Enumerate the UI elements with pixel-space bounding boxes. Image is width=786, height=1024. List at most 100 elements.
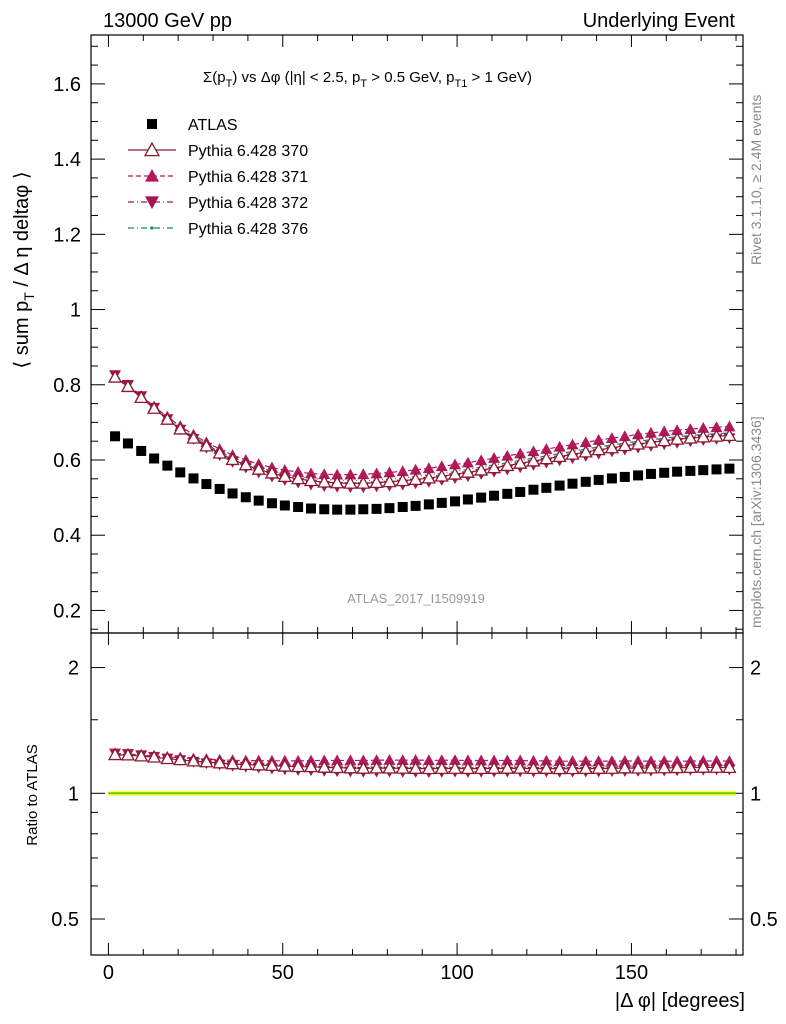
data-point [422, 462, 435, 474]
ratio-point [643, 760, 659, 774]
data-point [264, 465, 280, 479]
plot-title-c-sub: T1 [455, 78, 468, 90]
data-point [397, 502, 408, 513]
data-point [580, 476, 591, 487]
data-point [565, 447, 580, 460]
ratio-point [120, 747, 136, 761]
data-point [330, 475, 345, 489]
ratio-point [488, 754, 501, 766]
ratio-point [579, 755, 592, 766]
main-y-axis-label-a: ⟨ sum p [11, 301, 33, 369]
data-point [357, 468, 370, 480]
legend-marker [147, 119, 157, 129]
ratio-point [632, 754, 645, 766]
ratio-point [382, 760, 397, 774]
data-point [630, 436, 646, 450]
data-point [110, 431, 121, 442]
data-point [344, 468, 357, 480]
data-point [710, 421, 723, 433]
data-point [475, 454, 488, 466]
data-point [683, 430, 698, 444]
ratio-point [357, 754, 370, 766]
data-point [370, 467, 383, 479]
ratio-point [540, 754, 553, 766]
data-point [134, 390, 149, 404]
ratio-point [475, 754, 488, 766]
data-point [698, 465, 709, 476]
data-point [317, 474, 332, 488]
legend-label: Pythia 6.428 372 [188, 195, 308, 212]
data-point [685, 465, 696, 476]
data-point [578, 444, 593, 458]
ratio-point [514, 754, 527, 766]
data-point [240, 492, 251, 503]
data-point [266, 498, 277, 509]
data-point [618, 430, 631, 442]
data-point [567, 478, 578, 489]
plot-title-b-sub: T [360, 78, 367, 90]
legend-marker [143, 141, 161, 157]
data-point [251, 462, 266, 475]
data-point [669, 431, 685, 445]
ratio-point [225, 756, 240, 770]
data-point [527, 445, 540, 457]
ratio-point [539, 761, 554, 774]
ratio-point [722, 760, 737, 773]
main-y-axis-label-b: / Δ η deltaφ ⟩ [11, 171, 33, 292]
legend-marker [150, 226, 154, 230]
ratio-point [370, 754, 383, 766]
data-point [541, 482, 552, 493]
data-point [633, 470, 644, 481]
data-point [188, 473, 199, 484]
ratio-point [527, 754, 540, 766]
data-point [277, 469, 292, 482]
plot-title-a-sub: T [226, 78, 233, 90]
data-point [319, 504, 330, 515]
ratio-y-tick-label: 1 [68, 783, 79, 805]
ratio-point [669, 760, 685, 774]
main-y-tick-label: 0.8 [53, 375, 81, 397]
data-point [722, 428, 737, 441]
data-point [358, 504, 369, 515]
data-point [447, 466, 463, 480]
ratio-point [435, 754, 448, 766]
data-point [659, 467, 670, 478]
ratio-point [396, 754, 409, 766]
data-point [502, 488, 513, 499]
ratio-y-tick-label-right: 2 [750, 658, 761, 680]
main-y-tick-label: 1.6 [53, 74, 81, 96]
ratio-plot-frame [90, 632, 744, 956]
ratio-y-tick-label: 0.5 [51, 909, 79, 931]
ratio-y-tick-label-right: 1 [750, 783, 761, 805]
data-point [225, 452, 240, 466]
data-point [238, 457, 253, 471]
data-point [684, 423, 697, 434]
data-point [423, 499, 434, 510]
data-point [410, 500, 421, 511]
ratio-point [238, 757, 253, 771]
ratio-point [526, 761, 541, 775]
data-point [409, 463, 422, 475]
legend-marker [145, 169, 159, 182]
plot-title: Σ(pT) vs Δφ (|η| < 2.5, pT > 0.5 GeV, pT… [203, 69, 532, 90]
ratio-point [501, 754, 514, 766]
data-point [539, 451, 554, 465]
ratio-point [618, 755, 631, 766]
data-point [643, 434, 659, 448]
main-y-tick-label: 0.4 [53, 525, 81, 547]
main-series [107, 369, 737, 515]
ratio-point [449, 754, 462, 766]
ratio-point [303, 759, 319, 773]
ratio-point [330, 760, 345, 774]
data-point [645, 468, 656, 479]
ratio-point [147, 749, 162, 763]
data-point [396, 465, 409, 477]
data-point [552, 449, 567, 463]
data-point [449, 458, 462, 470]
data-point [434, 468, 449, 482]
legend-item: ATLAS [147, 117, 238, 134]
data-point [199, 438, 214, 452]
ratio-point [474, 761, 489, 775]
series-1 [107, 369, 737, 489]
data-point [291, 471, 306, 485]
